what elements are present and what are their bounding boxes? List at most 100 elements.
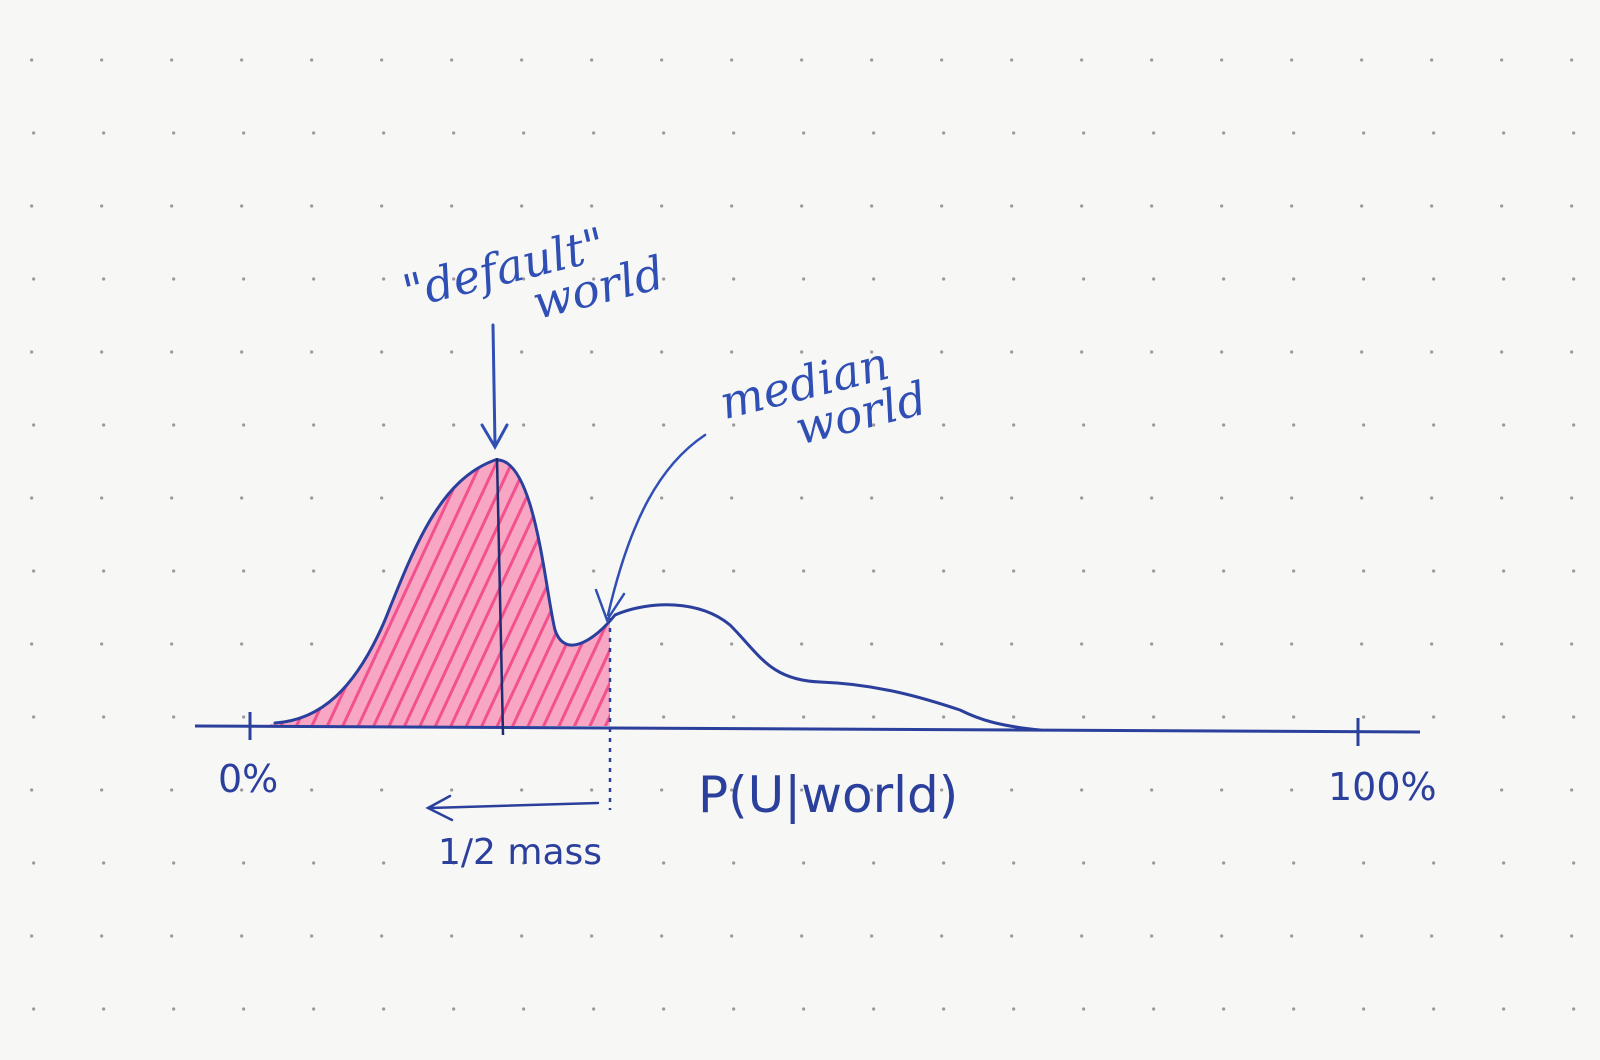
grid-dot [380,934,384,938]
grid-dot [452,277,456,281]
grid-dot [1572,861,1576,865]
grid-dot [660,934,664,938]
grid-dot [1432,423,1436,427]
grid-dot [1222,131,1226,135]
grid-dot [1290,496,1294,500]
grid-dot [590,204,594,208]
grid-dot [1500,204,1504,208]
grid-dot [1362,861,1366,865]
grid-dot [592,423,596,427]
grid-dot [520,350,524,354]
grid-dot [1500,58,1504,62]
grid-dot [1430,934,1434,938]
grid-dot [940,496,944,500]
grid-dot [1360,350,1364,354]
grid-dot [1080,934,1084,938]
grid-dot [102,423,106,427]
grid-dot [1292,569,1296,573]
grid-dot [802,715,806,719]
grid-dot [1220,496,1224,500]
grid-dot [1430,204,1434,208]
grid-dot [1290,934,1294,938]
grid-dot [940,204,944,208]
grid-dot [1152,423,1156,427]
grid-dot [942,569,946,573]
grid-dot [940,934,944,938]
grid-dot [870,642,874,646]
grid-dot [312,277,316,281]
grid-dot [1502,131,1506,135]
grid-dot [660,204,664,208]
grid-dot [662,861,666,865]
grid-dot [660,642,664,646]
grid-dot [1292,131,1296,135]
grid-dot [1010,496,1014,500]
grid-dot [1430,58,1434,62]
grid-dot [1150,788,1154,792]
grid-dot [1080,204,1084,208]
half-mass-arrow [425,794,600,822]
grid-dot [592,1007,596,1011]
grid-dot [450,204,454,208]
grid-dot [1430,642,1434,646]
grid-dot [800,58,804,62]
grid-dot [102,1007,106,1011]
grid-dot [520,788,524,792]
grid-dot [660,788,664,792]
grid-dot [312,569,316,573]
grid-dot [1570,204,1574,208]
grid-dot [1222,1007,1226,1011]
grid-dot [1360,788,1364,792]
grid-dot [170,496,174,500]
x-axis [194,724,1421,734]
grid-dot [872,1007,876,1011]
grid-dot [1292,861,1296,865]
grid-dot [590,788,594,792]
grid-dot [590,350,594,354]
grid-dot [1220,642,1224,646]
grid-dot [1362,423,1366,427]
grid-dot [1362,715,1366,719]
grid-dot [310,58,314,62]
grid-dot [592,131,596,135]
grid-dot [382,277,386,281]
grid-dot [942,277,946,281]
grid-dot [100,934,104,938]
grid-dot [170,934,174,938]
grid-dot [1430,350,1434,354]
grid-dot [1570,642,1574,646]
grid-dot [520,58,524,62]
grid-dot [1362,1007,1366,1011]
grid-dot [590,496,594,500]
grid-dot [242,715,246,719]
grid-dot [102,861,106,865]
grid-dot [1502,861,1506,865]
grid-dot [380,350,384,354]
grid-dot [872,861,876,865]
median-world-arrowhead [594,588,626,623]
grid-dot [940,350,944,354]
grid-dot [1010,642,1014,646]
grid-dot [450,350,454,354]
grid-dot [102,715,106,719]
grid-dot [662,715,666,719]
grid-dot [1500,496,1504,500]
grid-dot [172,715,176,719]
grid-dot [942,1007,946,1011]
density-curve [273,458,1042,732]
grid-dot [1150,496,1154,500]
grid-dot [1012,277,1016,281]
grid-dot [802,131,806,135]
grid-dot [1502,1007,1506,1011]
median-world-label: median world [714,336,932,456]
grid-dot [380,788,384,792]
default-world-label: "default" world [398,217,670,330]
grid-dot [1502,569,1506,573]
grid-dot [1432,569,1436,573]
grid-dot [1012,715,1016,719]
grid-dot [170,788,174,792]
grid-dot [30,934,34,938]
grid-dot [730,204,734,208]
grid-dot [1082,569,1086,573]
grid-dot [1432,131,1436,135]
